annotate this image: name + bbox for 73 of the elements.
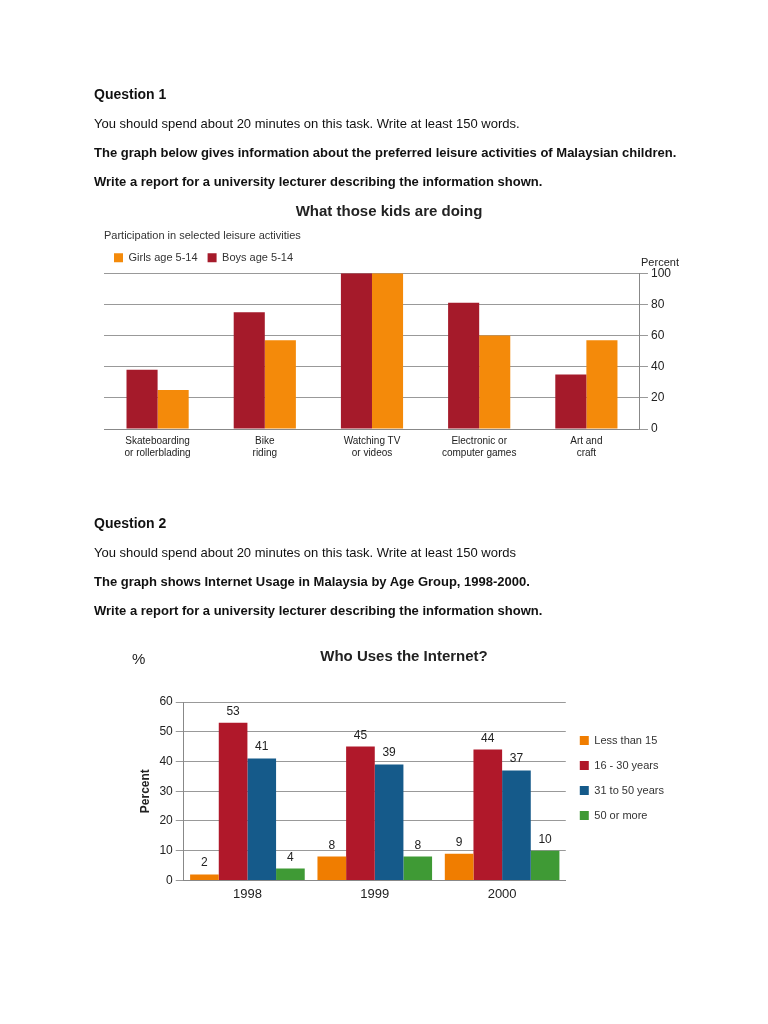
- bar: [502, 770, 531, 880]
- bar: [190, 874, 219, 880]
- text: Question 1: [94, 86, 168, 102]
- data-label: 8: [414, 837, 422, 852]
- text: The graph below gives information about the preferred leisure activities of Malaysian children.: [94, 145, 678, 160]
- bar: [264, 340, 296, 429]
- bar: [218, 722, 248, 880]
- legend-label: 50 or more: [594, 808, 648, 821]
- data-label: 4: [287, 849, 295, 864]
- legend-label: 16 - 30 years: [594, 758, 659, 771]
- y-tick-label: 20: [159, 813, 174, 828]
- y-tick-label: 80: [650, 296, 665, 311]
- data-label: 10: [538, 831, 553, 846]
- bar: [530, 850, 560, 880]
- x-tick-label: Bike riding: [252, 434, 278, 458]
- bar: [444, 853, 474, 880]
- data-label: 37: [509, 751, 524, 766]
- legend-label: 31 to 50 years: [594, 783, 665, 796]
- legend-label: Girls age 5-14: [128, 250, 198, 263]
- text: The graph shows Internet Usage in Malaysia by Age Group, 1998-2000.: [94, 574, 531, 589]
- y-tick-label: 60: [650, 327, 665, 342]
- data-label: 53: [226, 703, 241, 718]
- y-tick-label: 40: [159, 753, 174, 768]
- bar: [479, 335, 511, 429]
- chart-title: Who Uses the Internet?: [320, 647, 488, 665]
- legend-label: Boys age 5-14: [222, 250, 294, 263]
- chart-title: What those kids are doing: [295, 202, 483, 220]
- x-tick-label: 1998: [232, 885, 262, 901]
- x-tick-label: 1999: [360, 885, 390, 901]
- x-tick-label: Skateboarding or rollerblading: [124, 434, 191, 458]
- y-axis-title: Percent: [137, 769, 152, 814]
- x-tick-label: Watching TV or videos: [343, 434, 401, 458]
- x-tick-label: Electronic or computer games: [441, 434, 517, 458]
- text: Write a report for a university lecturer describing the information shown.: [94, 174, 544, 189]
- bar: [473, 749, 503, 880]
- data-label: 9: [455, 834, 463, 849]
- data-label: 39: [382, 745, 397, 760]
- bar: [374, 764, 404, 880]
- bar: [340, 273, 372, 429]
- y-tick-label: 0: [166, 872, 174, 887]
- bar: [371, 273, 404, 429]
- bar: [247, 758, 277, 880]
- y-tick-label: 0: [650, 421, 658, 436]
- y-tick-label: 30: [159, 783, 174, 798]
- y-tick-label: 50: [159, 724, 174, 739]
- bar: [233, 312, 265, 429]
- bar: [555, 374, 587, 429]
- bar: [586, 340, 618, 429]
- text: You should spend about 20 minutes on this task. Write at least 150 words: [94, 545, 518, 560]
- bar: [346, 746, 375, 880]
- y-tick-label: 40: [650, 358, 665, 373]
- x-tick-label: Art and craft: [570, 434, 603, 458]
- data-label: 41: [255, 739, 269, 754]
- data-label: 8: [328, 837, 336, 852]
- y-tick-label: 60: [159, 694, 174, 709]
- bar: [157, 390, 189, 429]
- bar: [403, 856, 433, 880]
- bar: [276, 868, 305, 880]
- legend-label: Less than 15: [594, 733, 658, 746]
- y-tick-label: 20: [650, 390, 665, 405]
- text: Question 2: [94, 515, 168, 531]
- bar: [317, 856, 347, 880]
- y-tick-label: 10: [159, 842, 174, 857]
- x-tick-label: 2000: [487, 885, 517, 901]
- text: Write a report for a university lecturer describing the information shown.: [94, 603, 544, 618]
- data-label: 44: [481, 730, 495, 745]
- data-label: 2: [201, 855, 209, 870]
- text: %: [132, 650, 146, 667]
- bar: [448, 302, 480, 429]
- text: You should spend about 20 minutes on this task. Write at least 150 words.: [94, 116, 521, 131]
- chart-subtitle: Participation in selected leisure activities: [104, 228, 302, 241]
- bar: [126, 369, 158, 429]
- data-label: 45: [353, 727, 368, 742]
